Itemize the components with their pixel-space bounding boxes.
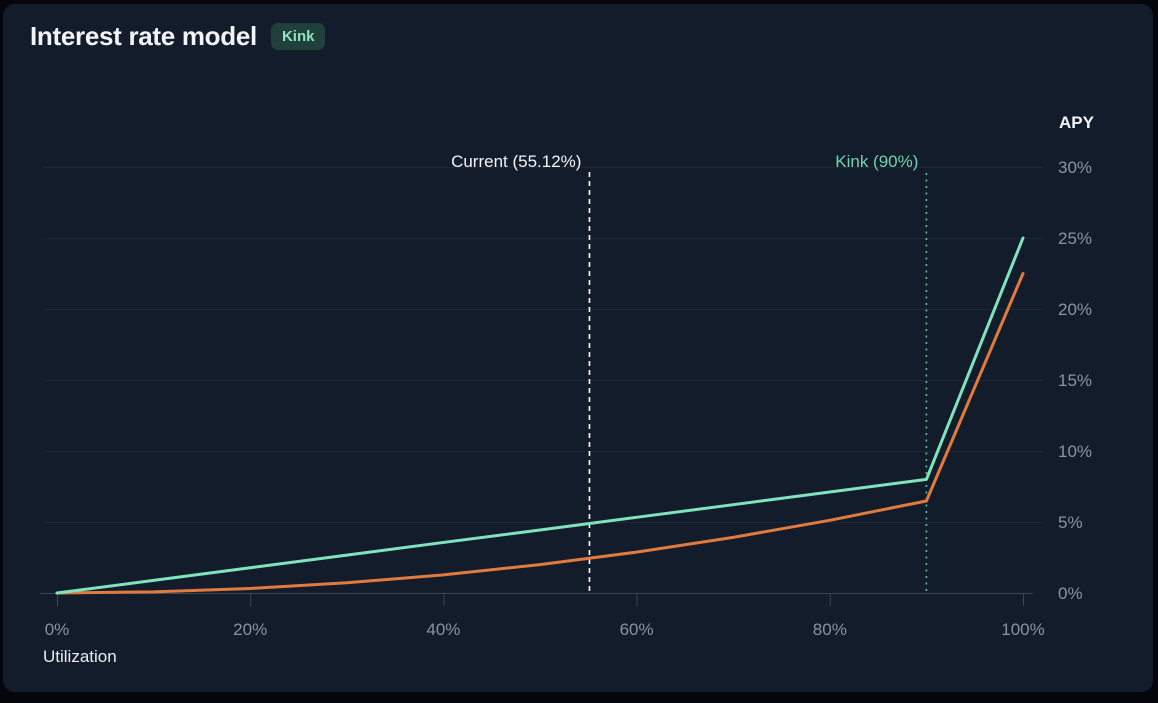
y-axis-tick-labels: 0% 5% 10% 15% 20% 25% 30%	[1058, 158, 1092, 603]
card-header: Interest rate model Kink	[30, 21, 326, 52]
y-axis-title: APY	[1059, 113, 1094, 132]
x-axis-title: Utilization	[43, 647, 117, 666]
y-tick-label: 0%	[1058, 584, 1083, 603]
interest-rate-model-card	[3, 4, 1153, 692]
gridlines	[43, 167, 1043, 523]
y-tick-label: 5%	[1058, 513, 1083, 532]
y-tick-label: 25%	[1058, 229, 1092, 248]
x-tick-label: 60%	[620, 620, 654, 639]
x-tick-label: 40%	[426, 620, 460, 639]
teal-apy-line	[55, 236, 1025, 595]
y-tick-label: 10%	[1058, 442, 1092, 461]
y-tick-label: 30%	[1058, 158, 1092, 177]
x-axis-tick-marks	[57, 593, 1024, 606]
y-tick-label: 15%	[1058, 371, 1092, 390]
kink-label: Kink (90%)	[835, 152, 918, 171]
page-title: Interest rate model	[30, 21, 257, 51]
x-tick-label: 80%	[813, 620, 847, 639]
model-type-badge: Kink	[270, 23, 326, 50]
x-tick-label: 100%	[1001, 620, 1044, 639]
x-tick-label: 20%	[233, 620, 267, 639]
x-axis-tick-labels: 0% 20% 40% 60% 80% 100%	[45, 620, 1045, 639]
x-tick-label: 0%	[45, 620, 70, 639]
y-tick-label: 20%	[1058, 300, 1092, 319]
orange-apy-line	[55, 272, 1025, 595]
current-utilization-label: Current (55.12%)	[451, 152, 581, 171]
